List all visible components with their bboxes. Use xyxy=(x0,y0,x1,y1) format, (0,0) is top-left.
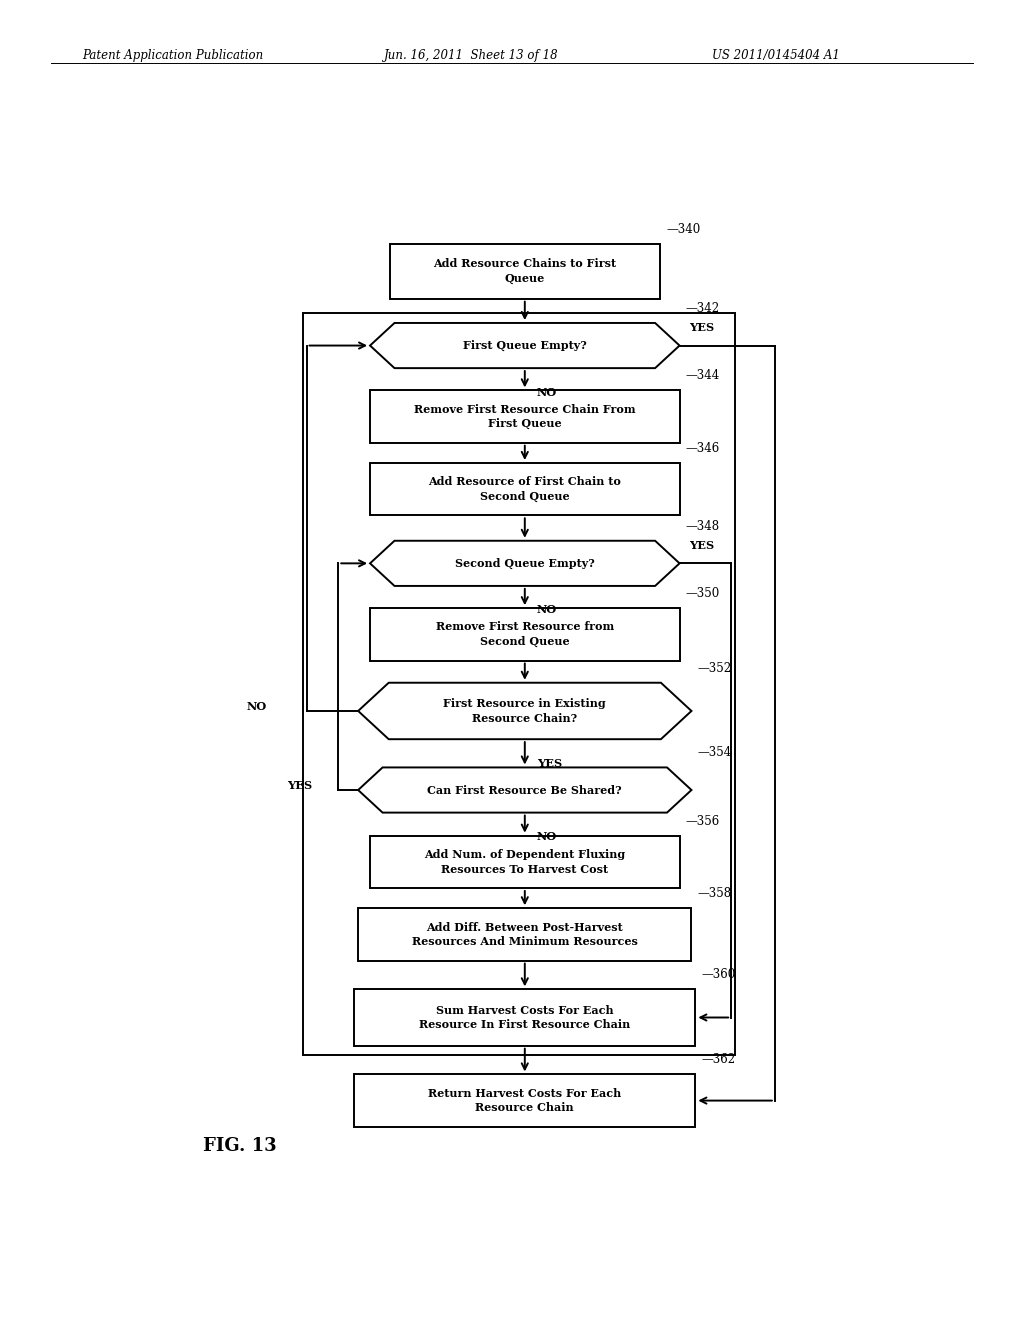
Text: —352: —352 xyxy=(697,661,732,675)
Text: YES: YES xyxy=(537,758,562,768)
Polygon shape xyxy=(358,767,691,813)
Text: First Queue Empty?: First Queue Empty? xyxy=(463,341,587,351)
Text: Remove First Resource Chain From
First Queue: Remove First Resource Chain From First Q… xyxy=(414,404,636,429)
Text: —362: —362 xyxy=(701,1053,736,1067)
Text: YES: YES xyxy=(689,540,714,552)
FancyBboxPatch shape xyxy=(390,244,659,298)
Text: —358: —358 xyxy=(697,887,732,900)
Text: —360: —360 xyxy=(701,968,736,981)
Polygon shape xyxy=(358,682,691,739)
Text: Return Harvest Costs For Each
Resource Chain: Return Harvest Costs For Each Resource C… xyxy=(428,1088,622,1113)
FancyBboxPatch shape xyxy=(358,908,691,961)
Text: Remove First Resource from
Second Queue: Remove First Resource from Second Queue xyxy=(435,622,614,647)
Text: —344: —344 xyxy=(686,370,720,383)
Text: —356: —356 xyxy=(686,814,720,828)
Text: US 2011/0145404 A1: US 2011/0145404 A1 xyxy=(712,49,840,62)
Text: Second Queue Empty?: Second Queue Empty? xyxy=(455,558,595,569)
Text: FIG. 13: FIG. 13 xyxy=(204,1137,278,1155)
Text: Sum Harvest Costs For Each
Resource In First Resource Chain: Sum Harvest Costs For Each Resource In F… xyxy=(419,1005,631,1031)
Text: —346: —346 xyxy=(686,442,720,455)
Text: Can First Resource Be Shared?: Can First Resource Be Shared? xyxy=(427,784,623,796)
Text: Add Diff. Between Post-Harvest
Resources And Minimum Resources: Add Diff. Between Post-Harvest Resources… xyxy=(412,921,638,948)
Text: Add Resource Chains to First
Queue: Add Resource Chains to First Queue xyxy=(433,259,616,284)
Text: NO: NO xyxy=(537,387,557,397)
FancyBboxPatch shape xyxy=(370,836,680,888)
FancyBboxPatch shape xyxy=(370,609,680,660)
Polygon shape xyxy=(370,541,680,586)
FancyBboxPatch shape xyxy=(370,463,680,515)
Text: NO: NO xyxy=(537,832,557,842)
Text: NO: NO xyxy=(247,701,267,713)
Text: Add Resource of First Chain to
Second Queue: Add Resource of First Chain to Second Qu… xyxy=(428,477,622,502)
Text: NO: NO xyxy=(537,605,557,615)
Text: Add Num. of Dependent Fluxing
Resources To Harvest Cost: Add Num. of Dependent Fluxing Resources … xyxy=(424,849,626,875)
Text: YES: YES xyxy=(287,780,312,792)
Text: —342: —342 xyxy=(686,302,720,315)
FancyBboxPatch shape xyxy=(354,1074,695,1127)
FancyBboxPatch shape xyxy=(370,391,680,442)
FancyBboxPatch shape xyxy=(354,989,695,1045)
Text: Jun. 16, 2011  Sheet 13 of 18: Jun. 16, 2011 Sheet 13 of 18 xyxy=(384,49,559,62)
Polygon shape xyxy=(370,323,680,368)
Text: —350: —350 xyxy=(686,587,720,601)
Text: YES: YES xyxy=(689,322,714,334)
Text: First Resource in Existing
Resource Chain?: First Resource in Existing Resource Chai… xyxy=(443,698,606,723)
Text: —348: —348 xyxy=(686,520,720,533)
Text: —354: —354 xyxy=(697,746,732,759)
Text: Patent Application Publication: Patent Application Publication xyxy=(82,49,263,62)
Text: —340: —340 xyxy=(666,223,700,236)
